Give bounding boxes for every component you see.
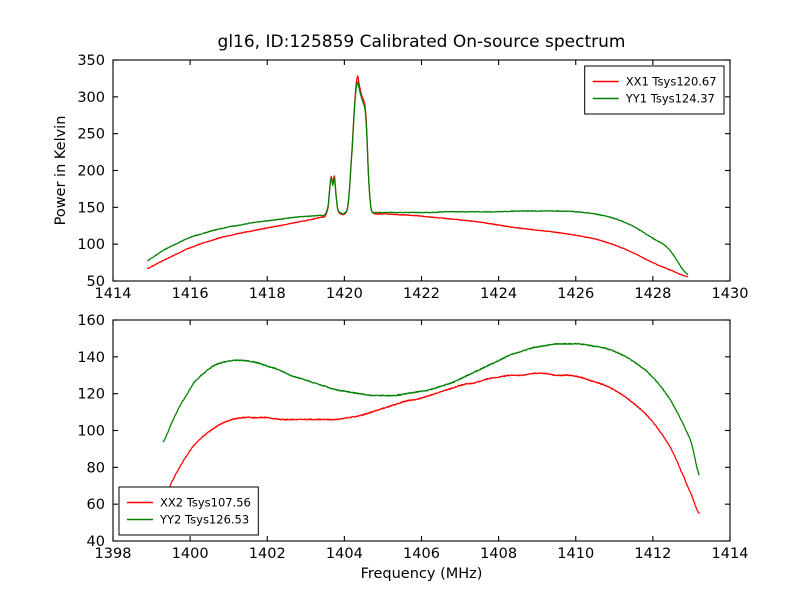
y-tick-label: 40 (87, 534, 105, 550)
y-tick-label: 50 (87, 274, 105, 290)
legend-top-panel[interactable]: XX1 Tsys120.67 YY1 Tsys124.37 (584, 65, 725, 115)
x-tick-label: 1400 (172, 546, 209, 562)
series-line-xx2 (162, 372, 700, 515)
x-tick-label: 1412 (634, 546, 671, 562)
y-tick-label: 100 (77, 424, 105, 440)
legend-box (118, 486, 259, 536)
legend-box (584, 65, 725, 115)
y-tick-label: 200 (77, 164, 105, 180)
legend-label: XX2 Tsys107.56 (160, 496, 251, 510)
panel-top-panel: 1414 1416 1418 1420 1422 1424 1426 1428 1430 50 10… (53, 32, 748, 302)
x-axis-label: Frequency (MHz) (361, 566, 483, 582)
legend-bottom-panel[interactable]: XX2 Tsys107.56 YY2 Tsys126.53 (118, 486, 259, 536)
x-tick-label: 1424 (480, 286, 517, 302)
y-tick-label: 120 (77, 387, 105, 403)
y-tick-label: 80 (87, 460, 105, 476)
panel-bottom-panel: 1398 1400 1402 1404 1406 1408 1410 1412 1414 40 60… (77, 313, 748, 582)
y-tick-label: 140 (77, 350, 105, 366)
y-tick-label: 350 (77, 53, 105, 69)
series-group (162, 342, 700, 515)
x-tick-label: 1426 (557, 286, 594, 302)
series-group (147, 75, 689, 278)
x-tick-label: 1428 (634, 286, 671, 302)
x-tick-label: 1410 (557, 546, 594, 562)
y-tick-label: 150 (77, 200, 105, 216)
y-tick-label: 300 (77, 90, 105, 106)
x-tick-label: 1414 (95, 286, 132, 302)
x-tick-label: 1406 (403, 546, 440, 562)
y-tick-label: 160 (77, 313, 105, 329)
legend-label: XX1 Tsys120.67 (626, 75, 717, 89)
series-line-yy2 (162, 342, 700, 476)
x-tick-label: 1416 (172, 286, 209, 302)
x-tick-label: 1402 (249, 546, 286, 562)
legend-label: YY1 Tsys124.37 (625, 92, 715, 106)
x-tick-label: 1404 (326, 546, 363, 562)
y-tick-label: 60 (87, 497, 105, 513)
series-line-xx1 (147, 75, 689, 278)
x-tick-label: 1408 (480, 546, 517, 562)
x-tick-label: 1422 (403, 286, 440, 302)
y-axis-label: Power in Kelvin (53, 116, 69, 226)
y-tick-label: 100 (77, 237, 105, 253)
figure-title: gl16, ID:125859 Calibrated On-source spe… (218, 32, 626, 52)
legend-label: YY2 Tsys126.53 (159, 513, 249, 527)
y-tick-label: 250 (77, 127, 105, 143)
x-tick-label: 1398 (95, 546, 132, 562)
series-line-yy1 (147, 81, 689, 275)
x-tick-label: 1430 (712, 286, 749, 302)
x-tick-label: 1418 (249, 286, 286, 302)
x-tick-label: 1414 (712, 546, 749, 562)
x-tick-label: 1420 (326, 286, 363, 302)
